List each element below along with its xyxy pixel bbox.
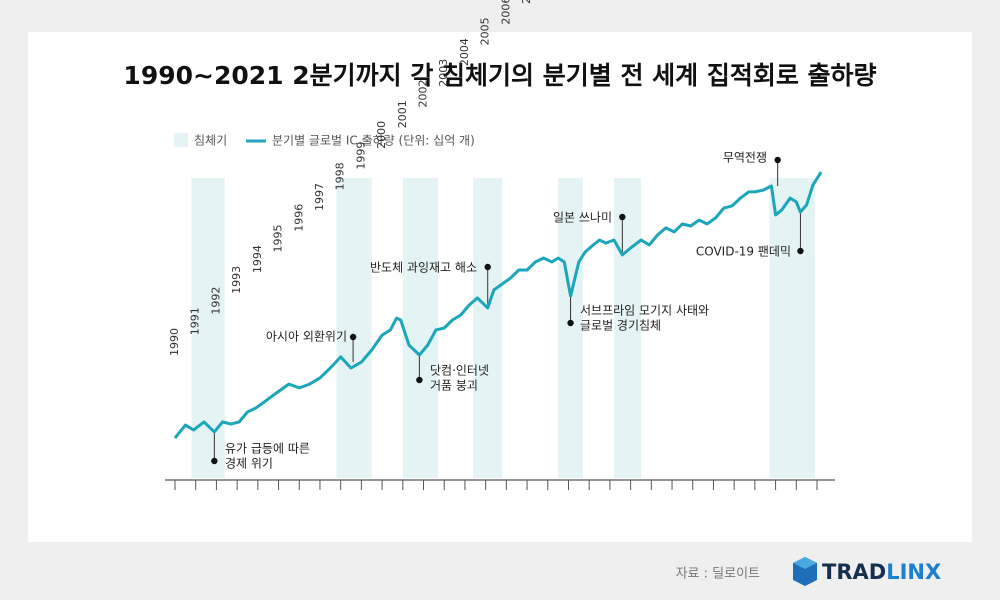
legend-label: 침체기 bbox=[194, 134, 227, 148]
x-tick-label: 2004 bbox=[458, 38, 471, 66]
annotation-dot bbox=[567, 319, 574, 327]
chart-title: 1990~2021 2분기까지 각 침체기의 분기별 전 세계 집적회로 출하량 bbox=[123, 61, 876, 90]
annotation-text: 거품 붕괴 bbox=[430, 379, 478, 393]
annotation-dot bbox=[797, 247, 804, 255]
x-tick-label: 1991 bbox=[189, 307, 202, 335]
annotation-text: 아시아 외환위기 bbox=[266, 330, 347, 344]
x-tick-label: 1993 bbox=[230, 266, 243, 294]
logo-text: TRADLINX bbox=[822, 560, 941, 584]
x-tick-label: 2003 bbox=[437, 59, 450, 87]
legend-label: 분기별 글로벌 IC 출하량 (단위: 십억 개) bbox=[272, 134, 475, 148]
x-tick-label: 2001 bbox=[396, 100, 409, 128]
x-tick-label: 1990 bbox=[168, 328, 181, 356]
annotation-text: 닷컴·인터넷 bbox=[430, 364, 489, 378]
x-tick-label: 1995 bbox=[272, 224, 285, 252]
x-tick-label: 2002 bbox=[417, 79, 430, 107]
annotation-dot bbox=[349, 333, 357, 341]
recession-band bbox=[336, 178, 372, 478]
x-tick-label: 1997 bbox=[313, 183, 326, 211]
annotation-text: 경제 위기 bbox=[225, 457, 273, 471]
annotation-dot bbox=[416, 376, 423, 384]
annotation-dot bbox=[211, 457, 218, 465]
recession-band bbox=[769, 178, 815, 478]
recession-band bbox=[614, 178, 641, 478]
logo-part: LINX bbox=[886, 560, 941, 584]
annotation-text: 일본 쓰나미 bbox=[553, 211, 612, 225]
annotation-dot bbox=[774, 156, 781, 164]
logo-icon bbox=[793, 557, 817, 569]
x-tick-label: 1996 bbox=[292, 204, 305, 232]
logo-part: TRAD bbox=[822, 560, 886, 584]
recession-band bbox=[558, 178, 583, 478]
logo: TRADLINX bbox=[793, 557, 941, 586]
annotation-dot bbox=[619, 213, 626, 221]
x-tick-label: 2000 bbox=[375, 121, 388, 149]
recession-bands bbox=[191, 178, 815, 478]
x-tick-label: 1992 bbox=[209, 287, 222, 315]
x-tick-label: 2007 bbox=[520, 0, 533, 4]
x-tick-label: 2006 bbox=[499, 0, 512, 25]
x-tick-label: 1994 bbox=[251, 245, 264, 273]
recession-band bbox=[402, 178, 439, 478]
x-tick-label: 1999 bbox=[354, 142, 367, 170]
annotation-text: COVID-19 팬데믹 bbox=[696, 245, 791, 259]
annotation-dot bbox=[484, 263, 491, 271]
x-tick-label: 1998 bbox=[334, 162, 347, 190]
annotation-text: 서브프라임 모기지 사태와 bbox=[580, 304, 709, 318]
x-tick-label: 2005 bbox=[479, 17, 492, 45]
legend-swatch bbox=[174, 133, 188, 147]
annotation-text: 유가 급등에 따른 bbox=[225, 442, 310, 456]
annotation-text: 무역전쟁 bbox=[723, 151, 767, 165]
source: 자료 : 딜로이트 bbox=[676, 567, 760, 582]
recession-band bbox=[473, 178, 503, 478]
series-line bbox=[173, 171, 823, 440]
annotation-text: 반도체 과잉재고 해소 bbox=[370, 261, 477, 275]
annotation-text: 글로벌 경기침체 bbox=[580, 319, 661, 333]
